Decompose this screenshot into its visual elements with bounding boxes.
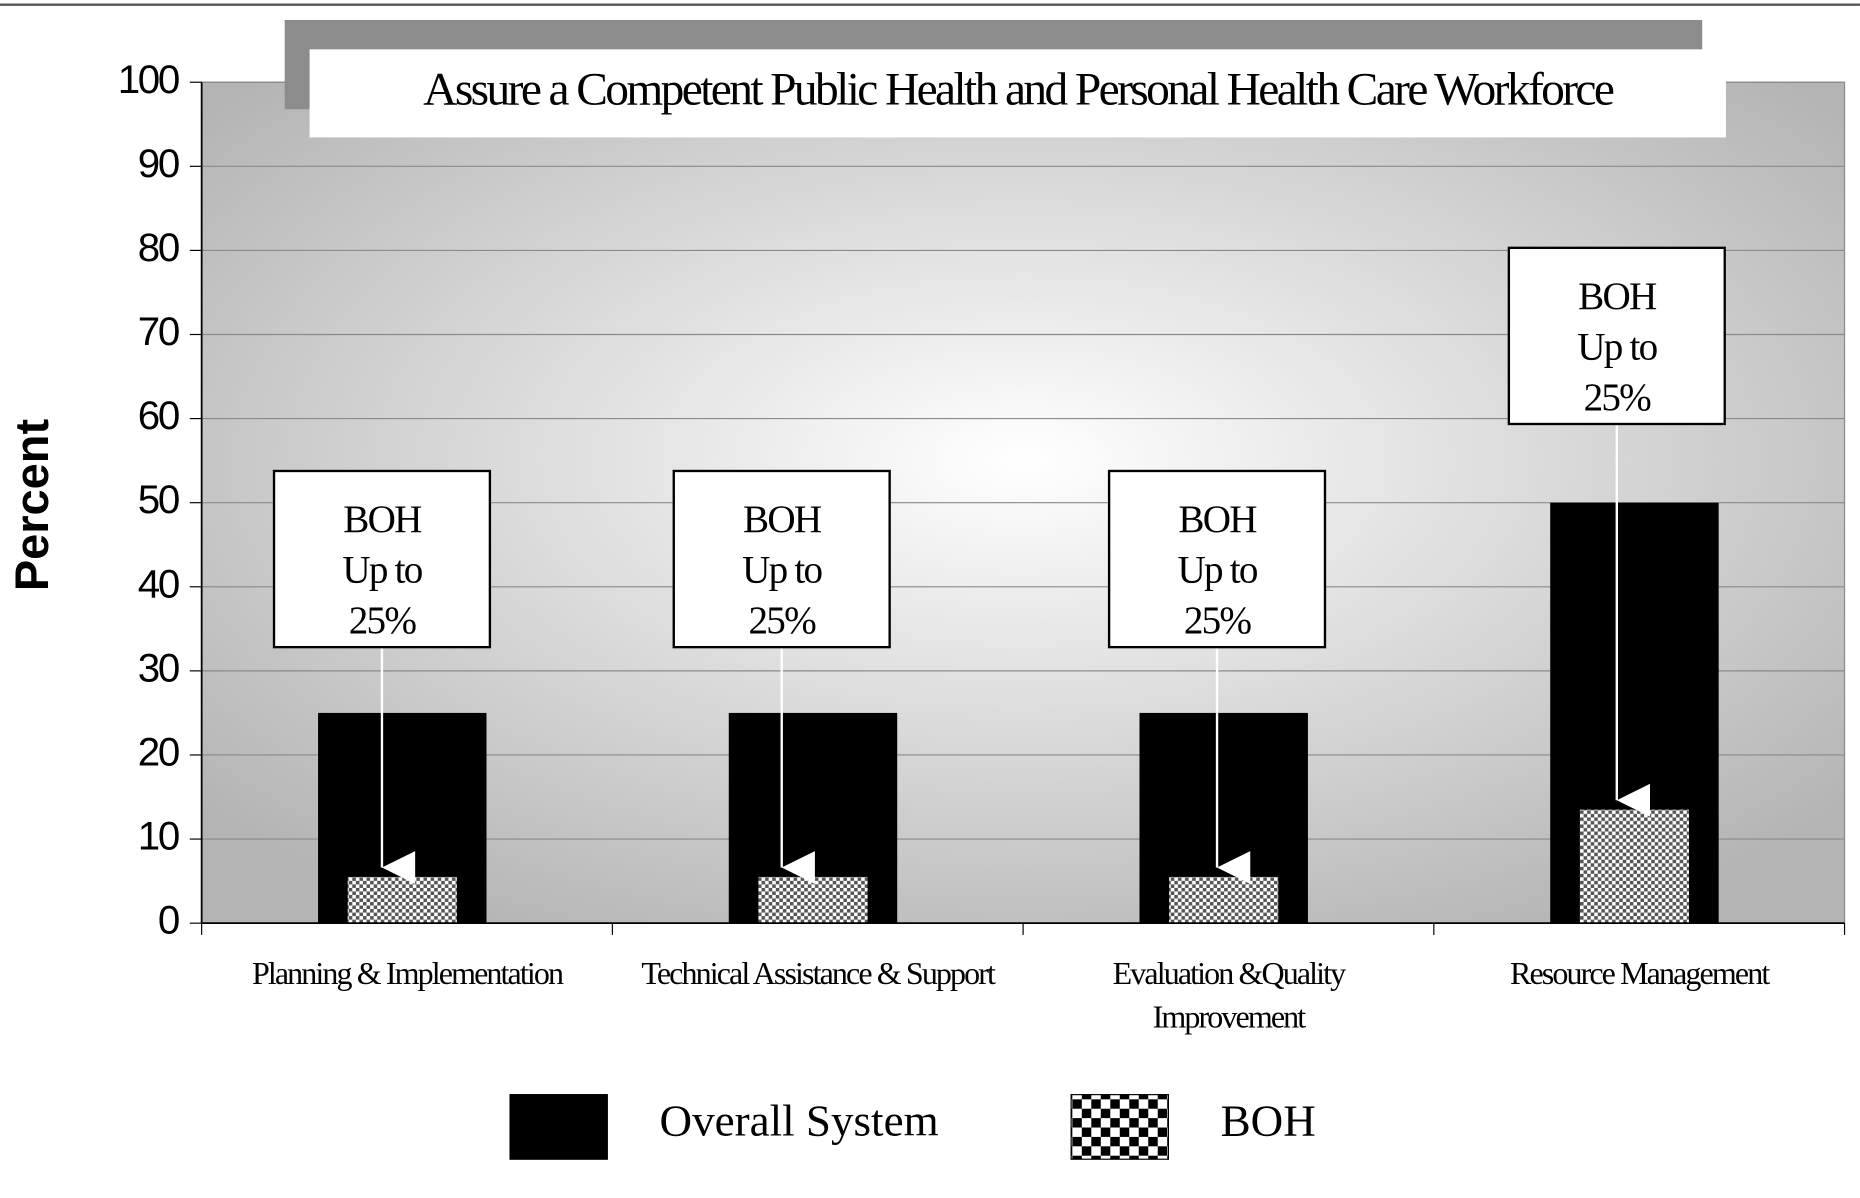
y-tick-label: 10 [138,814,179,859]
legend-swatch [509,1094,608,1160]
y-tick-label: 100 [118,57,179,102]
bar [347,876,457,924]
y-tick-label: 70 [138,309,179,354]
legend-label: BOH [1221,1096,1316,1146]
bar [758,876,868,924]
y-tick-label: 0 [158,898,179,943]
y-axis-label: Percent [6,419,59,592]
annotation: BOH Up to 25% [272,469,492,649]
x-tick-label: Resource Management [1510,956,1770,992]
y-tick-label: 30 [138,646,179,691]
y-tick-label: 80 [138,225,179,270]
y-tick-label: 20 [138,730,179,775]
x-tick-label: Evaluation &Quality Improvement [1112,956,1347,1035]
annotation: BOH Up to 25% [1107,469,1327,649]
y-tick-label: 90 [138,141,179,186]
annotation: BOH Up to 25% [1507,246,1726,426]
legend-label: Overall System [660,1096,939,1146]
bar [1169,876,1279,924]
title-box [309,49,1726,138]
y-tick-label: 40 [138,562,179,607]
y-tick-label: 50 [138,477,179,522]
y-tick-label: 60 [138,393,179,438]
annotation: BOH Up to 25% [672,469,891,649]
x-tick-label: Planning & Implementation [251,956,564,992]
x-tick-label: Technical Assistance & Support [641,956,996,992]
legend-swatch [1070,1094,1170,1160]
chart-title: Assure a Competent Public Health and Per… [423,64,1614,116]
bar [1579,809,1690,924]
